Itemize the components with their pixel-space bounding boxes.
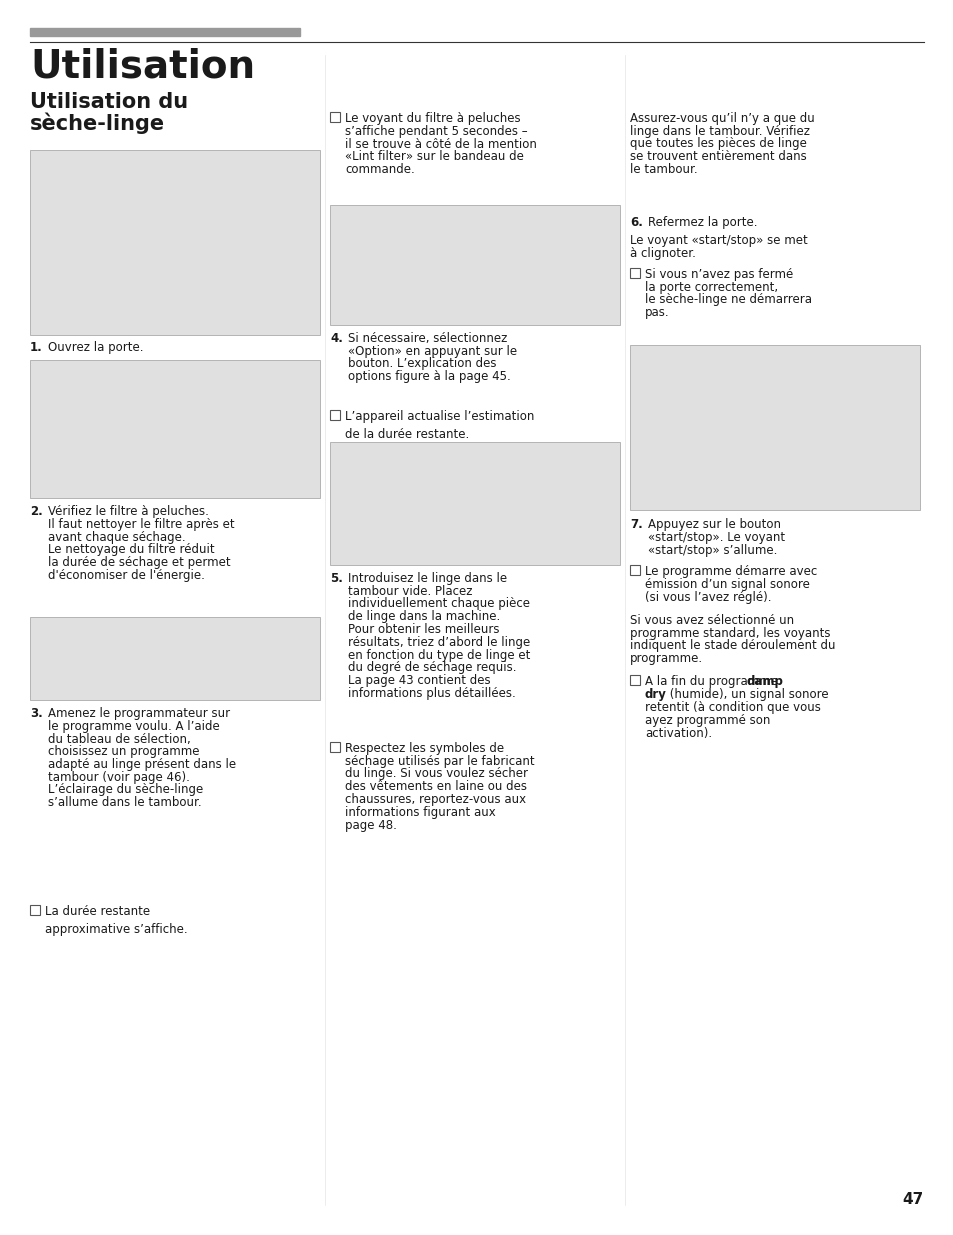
Text: damp: damp bbox=[746, 676, 783, 688]
Text: Si vous n’avez pas fermé: Si vous n’avez pas fermé bbox=[644, 268, 792, 282]
Text: Le nettoyage du filtre réduit: Le nettoyage du filtre réduit bbox=[48, 543, 214, 556]
Text: Ouvrez la porte.: Ouvrez la porte. bbox=[48, 341, 143, 354]
Text: se trouvent entièrement dans: se trouvent entièrement dans bbox=[629, 151, 806, 163]
Text: Assurez-vous qu’il n’y a que du: Assurez-vous qu’il n’y a que du bbox=[629, 112, 814, 125]
Text: du degré de séchage requis.: du degré de séchage requis. bbox=[348, 661, 516, 674]
Text: s’affiche pendant 5 secondes –: s’affiche pendant 5 secondes – bbox=[345, 125, 527, 138]
Text: 4.: 4. bbox=[330, 332, 342, 345]
Text: 6.: 6. bbox=[629, 216, 642, 228]
Text: Vérifiez le filtre à peluches.: Vérifiez le filtre à peluches. bbox=[48, 505, 209, 517]
Text: commande.: commande. bbox=[345, 163, 415, 177]
Bar bbox=[30, 618, 319, 700]
Text: Appuyez sur le bouton: Appuyez sur le bouton bbox=[647, 517, 781, 531]
Text: (si vous l’avez réglé).: (si vous l’avez réglé). bbox=[644, 590, 771, 604]
Text: L’appareil actualise l’estimation
de la durée restante.: L’appareil actualise l’estimation de la … bbox=[345, 410, 534, 441]
Text: à clignoter.: à clignoter. bbox=[629, 247, 695, 259]
Text: chaussures, reportez-vous aux: chaussures, reportez-vous aux bbox=[345, 793, 525, 806]
Bar bbox=[30, 149, 319, 335]
Bar bbox=[330, 442, 619, 564]
Text: 2.: 2. bbox=[30, 505, 43, 517]
Text: dry: dry bbox=[644, 688, 666, 701]
Text: programme standard, les voyants: programme standard, les voyants bbox=[629, 626, 830, 640]
Text: informations figurant aux: informations figurant aux bbox=[345, 805, 496, 819]
Text: Il faut nettoyer le filtre après et: Il faut nettoyer le filtre après et bbox=[48, 517, 234, 531]
Text: de linge dans la machine.: de linge dans la machine. bbox=[348, 610, 499, 624]
Text: 7.: 7. bbox=[629, 517, 642, 531]
Text: activation).: activation). bbox=[644, 727, 711, 740]
Text: Le voyant du filtre à peluches: Le voyant du filtre à peluches bbox=[345, 112, 520, 125]
Bar bbox=[30, 28, 299, 36]
Text: La page 43 contient des: La page 43 contient des bbox=[348, 674, 490, 687]
Text: Pour obtenir les meilleurs: Pour obtenir les meilleurs bbox=[348, 622, 499, 636]
Text: pas.: pas. bbox=[644, 306, 669, 320]
Text: Si nécessaire, sélectionnez: Si nécessaire, sélectionnez bbox=[348, 332, 507, 345]
Bar bbox=[30, 359, 319, 498]
Text: Utilisation du: Utilisation du bbox=[30, 91, 188, 112]
Text: Le voyant «start/stop» se met: Le voyant «start/stop» se met bbox=[629, 233, 807, 247]
Text: «Option» en appuyant sur le: «Option» en appuyant sur le bbox=[348, 345, 517, 358]
Text: Respectez les symboles de: Respectez les symboles de bbox=[345, 742, 503, 755]
Text: adapté au linge présent dans le: adapté au linge présent dans le bbox=[48, 758, 236, 771]
Text: d'économiser de l'énergie.: d'économiser de l'énergie. bbox=[48, 569, 205, 582]
Bar bbox=[629, 268, 639, 278]
Text: L’éclairage du sèche-linge: L’éclairage du sèche-linge bbox=[48, 783, 203, 797]
Text: La durée restante
approximative s’affiche.: La durée restante approximative s’affich… bbox=[45, 905, 188, 936]
Text: «start/stop». Le voyant: «start/stop». Le voyant bbox=[647, 531, 784, 543]
Text: programme.: programme. bbox=[629, 652, 702, 666]
Text: émission d’un signal sonore: émission d’un signal sonore bbox=[644, 578, 809, 590]
Text: individuellement chaque pièce: individuellement chaque pièce bbox=[348, 598, 530, 610]
Text: ayez programmé son: ayez programmé son bbox=[644, 714, 770, 727]
Text: page 48.: page 48. bbox=[345, 819, 396, 831]
Text: «start/stop» s’allume.: «start/stop» s’allume. bbox=[647, 543, 777, 557]
Text: le sèche-linge ne démarrera: le sèche-linge ne démarrera bbox=[644, 294, 811, 306]
Text: options figure à la page 45.: options figure à la page 45. bbox=[348, 370, 510, 383]
Text: linge dans le tambour. Vérifiez: linge dans le tambour. Vérifiez bbox=[629, 125, 809, 138]
Text: Amenez le programmateur sur: Amenez le programmateur sur bbox=[48, 706, 230, 720]
Text: que toutes les pièces de linge: que toutes les pièces de linge bbox=[629, 137, 806, 151]
Text: du tableau de sélection,: du tableau de sélection, bbox=[48, 732, 191, 746]
Text: séchage utilisés par le fabricant: séchage utilisés par le fabricant bbox=[345, 755, 534, 768]
Text: la durée de séchage et permet: la durée de séchage et permet bbox=[48, 556, 231, 569]
Bar bbox=[629, 345, 919, 510]
Text: retentit (à condition que vous: retentit (à condition que vous bbox=[644, 701, 820, 714]
Text: indiquent le stade déroulement du: indiquent le stade déroulement du bbox=[629, 640, 835, 652]
Text: en fonction du type de linge et: en fonction du type de linge et bbox=[348, 648, 530, 662]
Text: «Lint filter» sur le bandeau de: «Lint filter» sur le bandeau de bbox=[345, 151, 523, 163]
Text: tambour vide. Placez: tambour vide. Placez bbox=[348, 584, 472, 598]
Bar bbox=[330, 742, 339, 752]
Text: choisissez un programme: choisissez un programme bbox=[48, 745, 199, 758]
Text: bouton. L’explication des: bouton. L’explication des bbox=[348, 357, 496, 370]
Text: informations plus détaillées.: informations plus détaillées. bbox=[348, 687, 516, 700]
Text: Si vous avez sélectionné un: Si vous avez sélectionné un bbox=[629, 614, 793, 627]
Bar bbox=[629, 564, 639, 576]
Text: 47: 47 bbox=[902, 1192, 923, 1207]
Text: tambour (voir page 46).: tambour (voir page 46). bbox=[48, 771, 190, 784]
Text: s’allume dans le tambour.: s’allume dans le tambour. bbox=[48, 797, 201, 809]
Text: 3.: 3. bbox=[30, 706, 43, 720]
Bar bbox=[30, 905, 40, 915]
Text: 5.: 5. bbox=[330, 572, 342, 585]
Text: Le programme démarre avec: Le programme démarre avec bbox=[644, 564, 817, 578]
Text: le tambour.: le tambour. bbox=[629, 163, 697, 177]
Text: avant chaque séchage.: avant chaque séchage. bbox=[48, 531, 186, 543]
Text: des vêtements en laine ou des: des vêtements en laine ou des bbox=[345, 781, 526, 793]
Text: résultats, triez d’abord le linge: résultats, triez d’abord le linge bbox=[348, 636, 530, 648]
Bar bbox=[330, 410, 339, 420]
Text: il se trouve à côté de la mention: il se trouve à côté de la mention bbox=[345, 137, 537, 151]
Bar bbox=[629, 676, 639, 685]
Text: Refermez la porte.: Refermez la porte. bbox=[647, 216, 757, 228]
Text: le programme voulu. A l’aide: le programme voulu. A l’aide bbox=[48, 720, 219, 732]
Text: Utilisation: Utilisation bbox=[30, 48, 254, 86]
Text: 1.: 1. bbox=[30, 341, 43, 354]
Bar bbox=[330, 112, 339, 122]
Text: (humide), un signal sonore: (humide), un signal sonore bbox=[665, 688, 828, 701]
Text: la porte correctement,: la porte correctement, bbox=[644, 280, 778, 294]
Text: A la fin du programme: A la fin du programme bbox=[644, 676, 781, 688]
Text: sèche-linge: sèche-linge bbox=[30, 112, 165, 135]
Text: du linge. Si vous voulez sécher: du linge. Si vous voulez sécher bbox=[345, 767, 527, 781]
Bar bbox=[330, 205, 619, 325]
Text: Introduisez le linge dans le: Introduisez le linge dans le bbox=[348, 572, 507, 585]
